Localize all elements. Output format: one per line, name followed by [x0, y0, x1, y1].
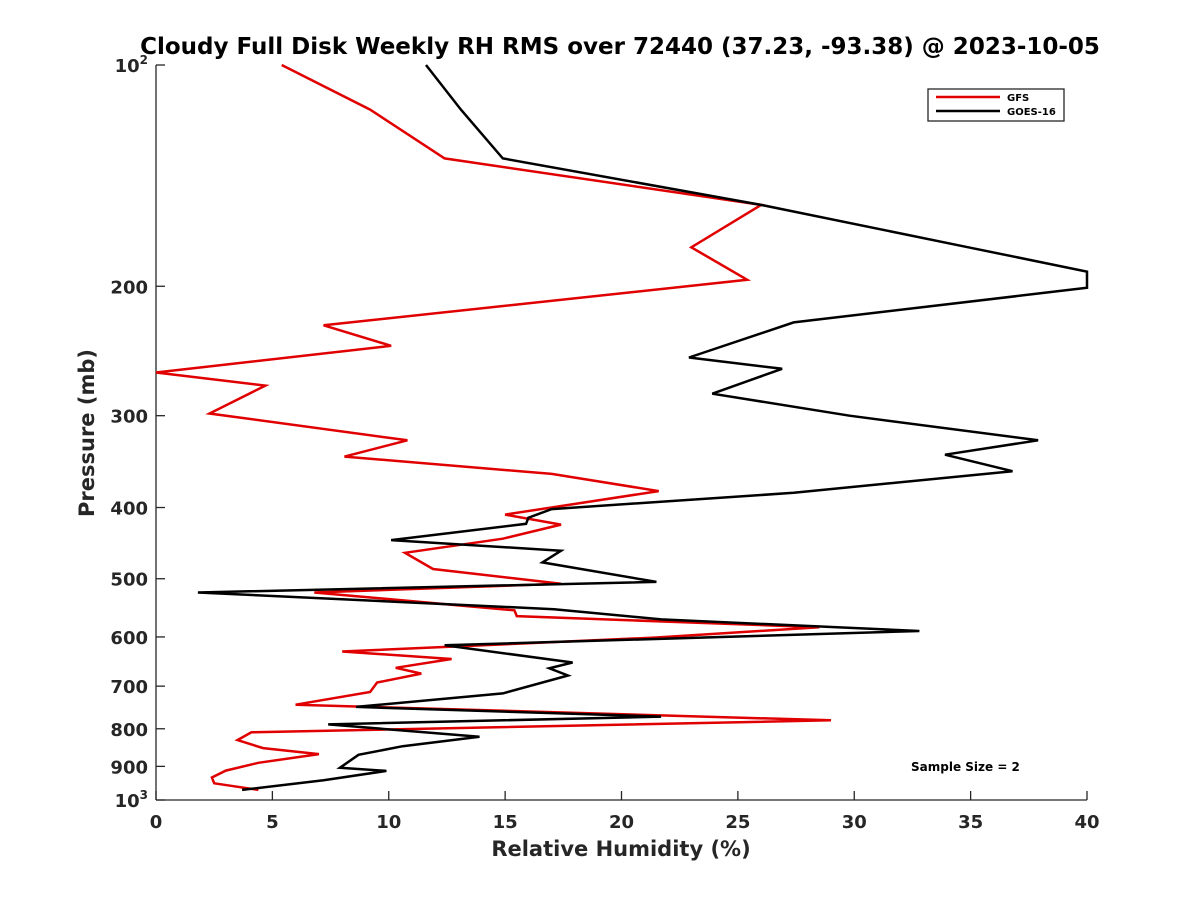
- x-tick-label: 15: [493, 812, 518, 833]
- y-tick-label: 102: [115, 53, 148, 77]
- y-tick-label: 800: [110, 720, 148, 741]
- sample-size-annotation: Sample Size = 2: [911, 760, 1020, 774]
- legend-label-goes16: GOES-16: [1007, 107, 1056, 118]
- plot-area: 0 5 10 15 20 25 30 35 40 102 200 300 400 500 600 700 80…: [110, 53, 1099, 833]
- x-tick-label: 40: [1074, 812, 1099, 833]
- series-layer: [155, 63, 1089, 792]
- x-tick-label: 0: [150, 812, 163, 833]
- x-tick-label: 5: [266, 812, 279, 833]
- x-ticks: 0 5 10 15 20 25 30 35 40: [150, 791, 1100, 833]
- x-tick-label: 10: [376, 812, 401, 833]
- legend-label-gfs: GFS: [1007, 93, 1029, 104]
- series-line-gfs: [155, 63, 832, 792]
- chart-title: Cloudy Full Disk Weekly RH RMS over 7244…: [140, 34, 1100, 60]
- x-tick-label: 30: [842, 812, 867, 833]
- y-tick-label: 300: [110, 407, 148, 428]
- y-tick-label: 500: [110, 570, 148, 591]
- x-axis-label: Relative Humidity (%): [491, 837, 750, 861]
- y-tick-label: 600: [110, 628, 148, 649]
- series-line-goes16: [197, 64, 1089, 792]
- y-tick-label: 200: [110, 277, 148, 298]
- y-tick-label: 400: [110, 499, 148, 520]
- x-tick-label: 20: [609, 812, 634, 833]
- y-axis-label: Pressure (mb): [75, 349, 99, 517]
- x-tick-label: 25: [725, 812, 750, 833]
- legend: GFS GOES-16: [927, 88, 1065, 122]
- x-tick-label: 35: [958, 812, 983, 833]
- y-tick-label: 700: [110, 677, 148, 698]
- y-ticks: 102 200 300 400 500 600 700 800 900 103: [110, 53, 165, 812]
- y-tick-label: 103: [115, 788, 148, 812]
- y-tick-label: 900: [110, 757, 148, 778]
- legend-box: [927, 88, 1065, 122]
